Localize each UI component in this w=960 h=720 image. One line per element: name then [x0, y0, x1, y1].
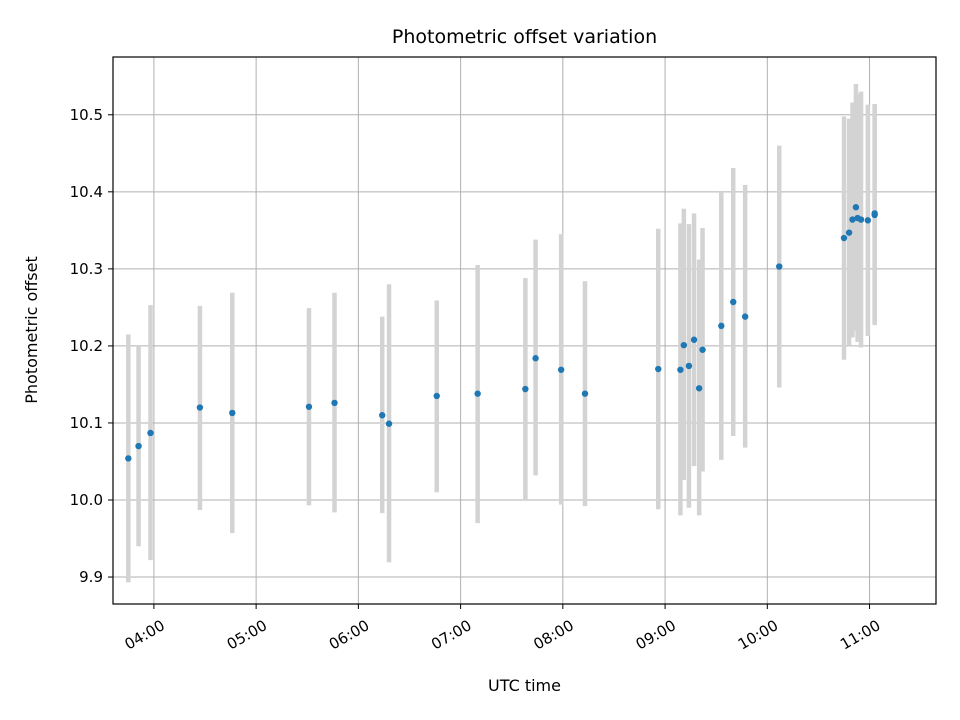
data-point — [864, 217, 872, 224]
y-tick-layer: 9.9 10.0 10.1 10.2 10.3 10.4 10.5 — [70, 106, 113, 586]
y-tick-label: 10.1 — [70, 414, 103, 432]
data-point — [331, 399, 338, 407]
data-point — [840, 234, 848, 242]
data-point — [532, 355, 539, 362]
data-point — [718, 322, 725, 330]
data-point — [852, 204, 860, 211]
data-point — [680, 341, 688, 349]
data-point — [677, 366, 684, 373]
y-tick-label: 10.5 — [70, 106, 103, 124]
y-tick-label: 10.3 — [70, 260, 103, 278]
data-point — [147, 429, 154, 437]
data-point — [385, 420, 393, 427]
data-point — [305, 403, 313, 410]
data-point — [433, 392, 440, 400]
data-point — [699, 346, 706, 353]
chart-title: Photometric offset variation — [392, 26, 657, 48]
data-point — [695, 385, 703, 392]
data-point — [849, 216, 856, 223]
y-axis-title: Photometric offset — [22, 256, 41, 404]
point-layer — [125, 204, 878, 462]
data-point — [196, 404, 204, 411]
y-tick-label: 9.9 — [79, 568, 103, 586]
data-point — [685, 362, 693, 370]
y-tick-label: 10.4 — [70, 183, 103, 201]
data-point — [730, 298, 737, 306]
data-point — [522, 385, 529, 393]
data-point — [581, 390, 589, 397]
data-point — [474, 390, 481, 397]
data-point — [655, 365, 662, 373]
y-tick-label: 10.0 — [70, 491, 103, 509]
data-point — [229, 409, 236, 417]
data-point — [135, 442, 142, 450]
data-point — [741, 313, 749, 320]
data-point — [857, 216, 865, 223]
data-point — [379, 412, 386, 419]
x-axis-title: UTC time — [488, 676, 561, 695]
data-point — [871, 210, 878, 217]
plot-frame — [112, 56, 937, 605]
data-point — [845, 229, 853, 236]
y-tick-label: 10.2 — [70, 337, 103, 355]
data-point — [125, 455, 132, 462]
data-point — [557, 366, 565, 373]
data-point — [690, 336, 698, 343]
data-point — [776, 263, 783, 270]
